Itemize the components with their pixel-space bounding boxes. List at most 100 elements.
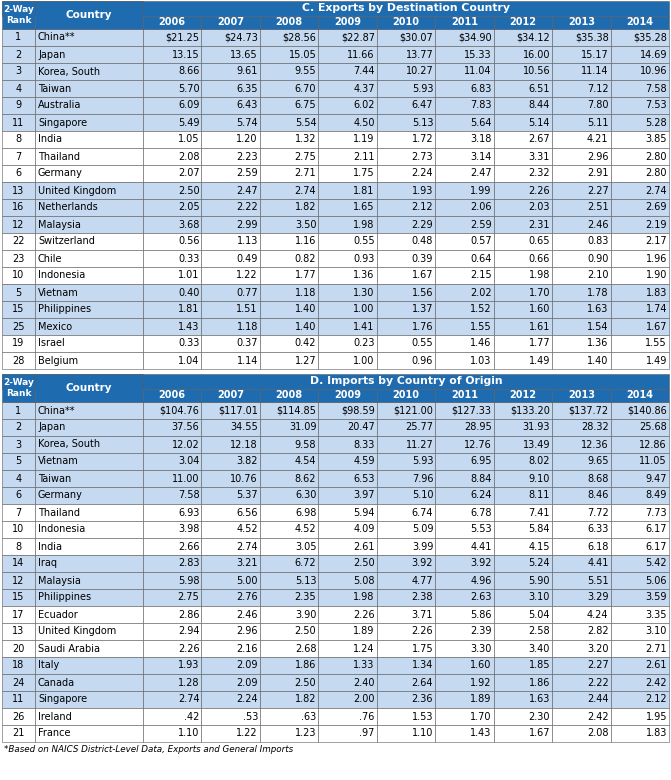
Bar xyxy=(35,555,143,572)
Bar xyxy=(143,233,201,250)
Text: 1.63: 1.63 xyxy=(587,304,609,314)
Bar xyxy=(201,725,260,742)
Text: 2.12: 2.12 xyxy=(646,694,667,704)
Bar xyxy=(318,148,377,165)
Bar xyxy=(611,284,669,301)
Bar xyxy=(318,640,377,657)
Text: 2.24: 2.24 xyxy=(236,694,258,704)
Bar xyxy=(611,301,669,318)
Bar xyxy=(552,402,611,419)
Text: 2.42: 2.42 xyxy=(646,678,667,687)
Text: 0.77: 0.77 xyxy=(236,288,258,297)
Bar xyxy=(35,674,143,691)
Text: 10.27: 10.27 xyxy=(405,66,433,76)
Bar xyxy=(2,470,35,487)
Text: 9.61: 9.61 xyxy=(236,66,258,76)
Text: 6.51: 6.51 xyxy=(529,83,550,94)
Text: 1.77: 1.77 xyxy=(529,339,550,349)
Text: 5.37: 5.37 xyxy=(236,491,258,501)
Text: 6.56: 6.56 xyxy=(236,508,258,517)
Text: 7.58: 7.58 xyxy=(178,491,199,501)
Bar xyxy=(35,267,143,284)
Text: $34.90: $34.90 xyxy=(458,33,492,42)
Bar xyxy=(611,453,669,470)
Text: Mexico: Mexico xyxy=(38,321,72,331)
Bar xyxy=(201,436,260,453)
Text: 1.93: 1.93 xyxy=(178,661,199,671)
Text: 1.98: 1.98 xyxy=(529,271,550,281)
Bar xyxy=(435,419,494,436)
Bar xyxy=(201,555,260,572)
Bar xyxy=(494,589,552,606)
Bar xyxy=(143,216,201,233)
Text: 6.78: 6.78 xyxy=(470,508,492,517)
Bar xyxy=(435,470,494,487)
Bar xyxy=(2,623,35,640)
Bar xyxy=(143,674,201,691)
Text: France: France xyxy=(38,729,70,739)
Bar xyxy=(260,267,318,284)
Bar xyxy=(260,640,318,657)
Text: 17: 17 xyxy=(12,609,25,619)
Bar xyxy=(2,691,35,708)
Bar xyxy=(35,606,143,623)
Text: 2.26: 2.26 xyxy=(411,626,433,636)
Text: 2.74: 2.74 xyxy=(178,694,199,704)
Bar xyxy=(435,199,494,216)
Bar xyxy=(611,470,669,487)
Bar xyxy=(143,453,201,470)
Text: 28.32: 28.32 xyxy=(581,423,609,432)
Text: 2.42: 2.42 xyxy=(587,711,609,722)
Bar xyxy=(435,267,494,284)
Text: 0.83: 0.83 xyxy=(587,236,609,246)
Text: Singapore: Singapore xyxy=(38,118,87,127)
Bar xyxy=(318,16,377,29)
Bar xyxy=(2,572,35,589)
Bar xyxy=(318,318,377,335)
Bar xyxy=(35,131,143,148)
Bar xyxy=(143,29,201,46)
Text: 2.59: 2.59 xyxy=(236,168,258,179)
Text: *Based on NAICS District-Level Data, Exports and General Imports: *Based on NAICS District-Level Data, Exp… xyxy=(4,745,293,754)
Bar xyxy=(552,250,611,267)
Bar xyxy=(143,352,201,369)
Text: C. Exports by Destination Country: C. Exports by Destination Country xyxy=(302,3,510,13)
Text: 2.30: 2.30 xyxy=(529,711,550,722)
Text: 1.82: 1.82 xyxy=(295,203,316,212)
Text: 1.78: 1.78 xyxy=(587,288,609,297)
Text: 8.33: 8.33 xyxy=(354,439,375,449)
Text: 1.98: 1.98 xyxy=(354,219,375,229)
Text: 8.46: 8.46 xyxy=(587,491,609,501)
Bar xyxy=(2,436,35,453)
Text: 2.75: 2.75 xyxy=(295,151,316,161)
Text: 0.55: 0.55 xyxy=(411,339,433,349)
Bar xyxy=(201,674,260,691)
Text: 1.51: 1.51 xyxy=(236,304,258,314)
Bar xyxy=(611,63,669,80)
Bar xyxy=(494,388,552,402)
Text: 6.24: 6.24 xyxy=(470,491,492,501)
Text: 8.11: 8.11 xyxy=(529,491,550,501)
Text: 1.16: 1.16 xyxy=(295,236,316,246)
Bar xyxy=(318,46,377,63)
Bar xyxy=(611,674,669,691)
Bar xyxy=(611,538,669,555)
Bar xyxy=(611,555,669,572)
Bar xyxy=(201,16,260,29)
Bar xyxy=(552,538,611,555)
Text: Germany: Germany xyxy=(38,491,83,501)
Bar xyxy=(201,148,260,165)
Text: 3: 3 xyxy=(15,439,21,449)
Bar xyxy=(201,284,260,301)
Bar xyxy=(552,623,611,640)
Bar xyxy=(552,352,611,369)
Bar xyxy=(377,29,435,46)
Bar xyxy=(377,199,435,216)
Text: 15.33: 15.33 xyxy=(464,49,492,59)
Text: 15.17: 15.17 xyxy=(581,49,609,59)
Bar xyxy=(260,674,318,691)
Text: 1.89: 1.89 xyxy=(470,694,492,704)
Text: 7.72: 7.72 xyxy=(587,508,609,517)
Bar xyxy=(494,216,552,233)
Text: 2: 2 xyxy=(15,423,21,432)
